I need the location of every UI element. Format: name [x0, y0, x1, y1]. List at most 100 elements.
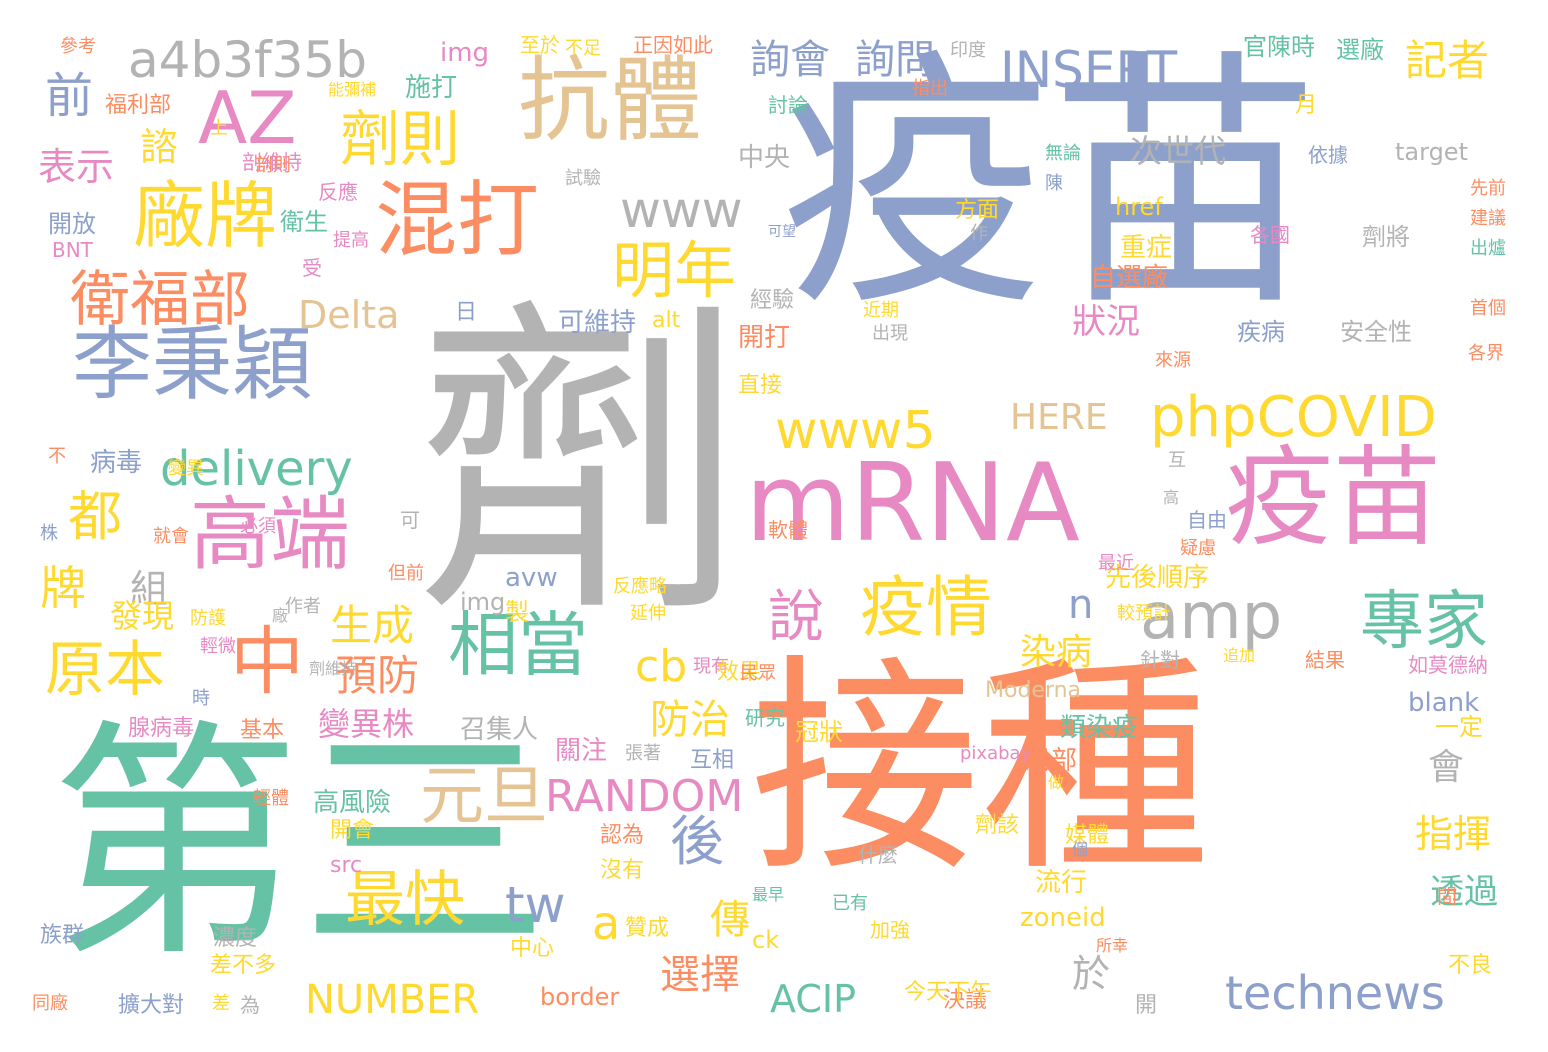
word-172: 同廠 [32, 993, 68, 1014]
word-153: 疑慮 [1180, 538, 1216, 559]
word-29: RANDOM [545, 771, 744, 822]
word-101: 針對 [1140, 648, 1180, 672]
word-59: 次世代 [1130, 132, 1227, 170]
word-155: 互 [1168, 450, 1186, 471]
word-131: 反應 [318, 180, 358, 204]
word-16: 中 [230, 619, 304, 705]
word-132: 試驗 [565, 168, 601, 189]
word-84: zoneid [1020, 903, 1106, 933]
word-102: 結果 [1305, 648, 1345, 672]
word-174: 族群 [40, 923, 85, 948]
word-105: 腺病毒 [128, 716, 195, 741]
word-92: avw [505, 563, 558, 593]
word-6: 疫苗 [1225, 436, 1442, 561]
word-52: 防治 [650, 697, 730, 743]
word-171: 為 [240, 993, 260, 1017]
word-68: 各國 [1250, 223, 1290, 247]
word-70: 疾病 [1237, 318, 1285, 346]
word-114: 印度 [950, 40, 986, 61]
word-51: cb [635, 641, 688, 692]
word-17: 相當 [448, 604, 588, 686]
word-117: 能彌補 [328, 80, 377, 99]
word-142: 不 [48, 446, 66, 467]
word-47: 發現 [110, 597, 175, 635]
word-1: 疫苗 [780, 27, 1320, 342]
word-190: 民眾 [740, 663, 776, 684]
word-36: 原本 [45, 635, 165, 705]
word-103: 研究 [745, 706, 785, 730]
word-96: border [540, 983, 620, 1011]
word-113: 正因如此 [633, 33, 713, 57]
word-98: 關注 [555, 736, 608, 766]
word-49: 染病 [1020, 632, 1093, 673]
word-173: 擴大對 [118, 993, 185, 1018]
word-31: 前 [45, 68, 94, 124]
word-44: 生成 [330, 601, 415, 650]
word-73: 自選廠 [1090, 263, 1169, 293]
word-12: 高端 [190, 488, 350, 581]
word-160: pixabay [960, 743, 1032, 764]
word-60: n [1068, 582, 1094, 628]
word-182: 反應略 [613, 576, 667, 597]
word-149: 防護 [190, 608, 226, 629]
word-183: 延伸 [630, 603, 666, 624]
word-148: 變異 [168, 458, 204, 479]
word-82: 局部 [1025, 746, 1078, 776]
word-179: 決議 [943, 988, 988, 1013]
word-66: 選廠 [1336, 36, 1384, 64]
word-48: 狀況 [1072, 302, 1140, 342]
word-189: 張著 [625, 743, 661, 764]
word-72: 重症 [1120, 233, 1173, 263]
word-33: 諮 [140, 125, 179, 169]
word-20: 疫情 [860, 569, 992, 646]
word-111: 參考 [60, 36, 96, 57]
word-74: 剖維持 [242, 150, 302, 174]
word-106: 病毒 [90, 448, 143, 478]
word-75: 依據 [1308, 143, 1348, 167]
word-186: 現有 [693, 656, 729, 677]
word-108: BNT [52, 238, 93, 262]
word-2: 劑 [415, 273, 745, 657]
word-121: 無論 [1045, 143, 1081, 164]
word-152: 間 [1437, 884, 1457, 908]
word-156: 高 [1163, 488, 1180, 507]
word-5: mRNA [745, 441, 1080, 566]
word-159: 做 [1048, 773, 1065, 792]
word-169: 差不多 [210, 953, 277, 978]
word-192: 製 [505, 598, 529, 626]
word-69: 劑將 [1362, 223, 1410, 251]
word-27: 詢問 [855, 37, 935, 83]
word-26: 詢會 [750, 37, 830, 83]
word-13: 廠牌 [133, 174, 278, 258]
word-40: a [592, 896, 621, 950]
word-163: 贊成 [625, 916, 670, 941]
word-43: 說 [768, 585, 824, 650]
word-79: 直接 [738, 373, 783, 398]
word-95: src [330, 853, 363, 878]
word-25: 明年 [612, 234, 737, 307]
word-141: 各界 [1468, 343, 1504, 364]
word-3: 接種 [750, 636, 1211, 903]
word-56: www [620, 181, 743, 239]
word-85: blank [1408, 688, 1480, 718]
word-53: 變異株 [318, 705, 415, 743]
word-126: 提高 [333, 230, 369, 251]
word-50: 指揮 [1415, 812, 1492, 856]
word-129: 出現 [872, 323, 908, 344]
word-150: 輕微 [200, 636, 236, 657]
word-99: 召集人 [460, 715, 539, 745]
word-88: 一定 [1435, 713, 1483, 741]
word-93: href [1115, 193, 1163, 221]
word-177: 劑該 [975, 813, 1020, 838]
word-45: 預防 [335, 651, 420, 700]
word-185: 最早 [752, 885, 785, 904]
word-146: 但前 [388, 563, 424, 584]
word-97: ck [752, 926, 780, 954]
word-80: 高風險 [313, 788, 392, 818]
word-157: 較預計 [1117, 603, 1171, 624]
word-194: 可 [400, 508, 420, 532]
word-197: 廠 [272, 606, 289, 625]
word-46: 組 [130, 567, 169, 611]
word-104: 基本 [240, 718, 285, 743]
word-62: 傳 [710, 897, 750, 943]
